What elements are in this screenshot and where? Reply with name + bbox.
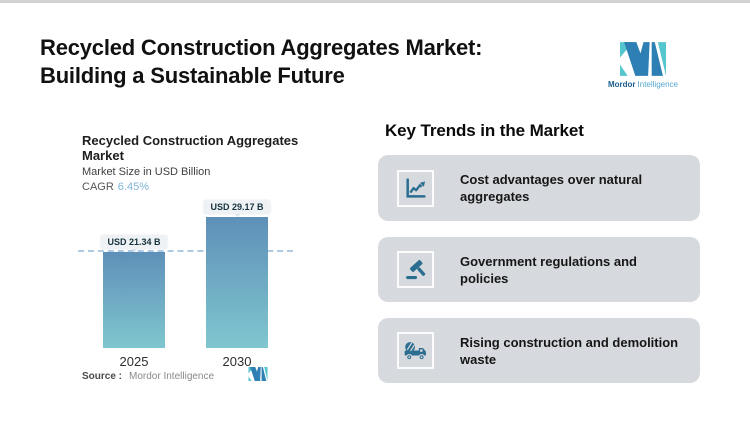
trend-label: Rising construction and demolition waste	[460, 334, 679, 367]
gavel-icon	[406, 259, 426, 280]
chart-cagr: CAGR 6.45%	[82, 181, 149, 193]
chart-subtitle: Market Size in USD Billion	[82, 166, 211, 178]
source-value: Mordor Intelligence	[129, 371, 215, 382]
bar-group-2030: USD 29.17 B 2030	[203, 195, 271, 369]
axis-label-2025: 2025	[119, 354, 149, 369]
reference-line	[78, 250, 293, 252]
logo-word-intelligence: Intelligence	[637, 80, 679, 89]
mini-logo-mark-icon	[248, 367, 268, 381]
chart-source: Source : Mordor Intelligence	[82, 371, 214, 382]
bar-chart: USD 21.34 B 2025 USD 29.17 B 2030	[78, 195, 308, 369]
bar-2030	[206, 217, 268, 348]
window-top-border	[0, 0, 750, 3]
cagr-value: 6.45%	[117, 181, 149, 193]
trend-card-government-regulations: Government regulations and policies	[378, 237, 700, 302]
trend-icon-box	[397, 251, 434, 288]
logo-word-mordor: Mordor	[607, 80, 636, 89]
value-label-2030: USD 29.17 B	[203, 200, 271, 217]
bar-2025	[103, 252, 165, 348]
mixer-truck-icon	[404, 342, 426, 361]
trend-card-cost-advantages: Cost advantages over natural aggregates	[378, 155, 700, 221]
cagr-label: CAGR	[82, 181, 114, 193]
trends-heading: Key Trends in the Market	[385, 121, 584, 140]
trend-icon-box	[397, 169, 434, 207]
bar-group-2025: USD 21.34 B 2025	[100, 195, 168, 369]
mordor-logo-mark-icon	[620, 42, 666, 76]
source-label: Source :	[82, 371, 123, 382]
trend-card-rising-waste: Rising construction and demolition waste	[378, 318, 700, 383]
logo-wordmark: Mordor Intelligence	[598, 80, 688, 89]
value-label-2025: USD 21.34 B	[100, 235, 168, 252]
trend-label: Government regulations and policies	[460, 253, 637, 286]
mordor-intelligence-logo: Mordor Intelligence	[598, 42, 688, 89]
trend-icon-box	[397, 332, 434, 369]
trend-label: Cost advantages over natural aggregates	[460, 172, 643, 204]
page-title: Recycled Construction Aggregates Market:…	[40, 35, 483, 88]
axis-label-2030: 2030	[222, 354, 252, 369]
chart-title: Recycled Construction Aggregates Market	[82, 133, 299, 163]
trend-chart-icon	[406, 177, 426, 198]
